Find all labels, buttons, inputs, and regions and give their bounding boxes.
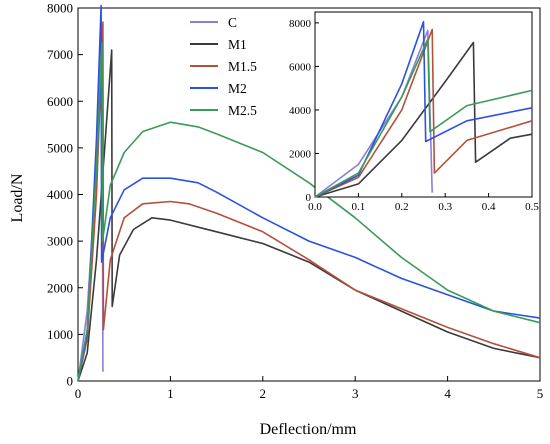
inset-y-tick-label: 0 (306, 192, 312, 204)
main-y-tick-label: 8000 (47, 1, 73, 16)
inset-x-ticks: 0.0 0.1 0.2 0.3 0.4 0.5 (308, 193, 539, 213)
inset-series-line-M1 (314, 41, 533, 198)
main-x-tick-label: 0 (75, 386, 82, 401)
legend-label-M1: M1 (228, 37, 247, 52)
main-y-tick-label: 4000 (47, 187, 73, 202)
inset-x-tick-label: 0.5 (525, 201, 539, 213)
main-y-tick-label: 7000 (47, 47, 73, 62)
inset-series-line-M2.5 (314, 38, 533, 198)
legend: C M1 M1.5 M2 M2.5 (190, 15, 257, 118)
legend-label-C: C (228, 15, 237, 30)
main-series-lines (77, 4, 541, 382)
inset-x-tick-label: 0.1 (352, 201, 366, 213)
inset-y-tick-label: 8000 (289, 18, 312, 30)
series-line-M2 (77, 4, 541, 382)
main-x-tick-label: 5 (537, 386, 544, 401)
inset-y-ticks: 0 2000 4000 6000 8000 (289, 18, 319, 204)
inset-series-line-M1.5 (314, 28, 533, 198)
inset-y-tick-label: 4000 (289, 105, 312, 117)
series-line-M1 (77, 49, 541, 382)
inset-series-line-M2 (314, 21, 533, 198)
inset-x-tick-label: 0.3 (438, 201, 452, 213)
inset-series-lines (314, 21, 533, 198)
main-y-tick-label: 5000 (47, 140, 73, 155)
main-y-tick-label: 2000 (47, 280, 73, 295)
inset-y-tick-label: 6000 (289, 61, 312, 73)
main-y-tick-label: 6000 (47, 94, 73, 109)
inset-x-tick-label: 0.4 (482, 201, 496, 213)
inset-plot-frame (314, 11, 533, 198)
main-x-tick-label: 2 (260, 386, 267, 401)
main-y-tick-label: 0 (67, 374, 74, 389)
main-y-ticks: 0 1000 2000 3000 4000 5000 6000 7000 8000 (47, 1, 83, 389)
main-x-tick-label: 1 (167, 386, 174, 401)
main-y-tick-label: 3000 (47, 234, 73, 249)
main-y-tick-label: 1000 (47, 327, 73, 342)
main-x-tick-label: 4 (444, 386, 451, 401)
y-axis-label: Load/N (9, 173, 26, 222)
legend-label-M2: M2 (228, 81, 247, 96)
legend-label-M2.5: M2.5 (228, 103, 257, 118)
inset-x-tick-label: 0.0 (308, 201, 322, 213)
inset-x-tick-label: 0.2 (395, 201, 409, 213)
inset-plot-area: 0.0 0.1 0.2 0.3 0.4 0.5 0 2000 4000 6000 8000 (289, 11, 539, 213)
inset-y-tick-label: 2000 (289, 148, 312, 160)
legend-label-M1.5: M1.5 (228, 59, 257, 74)
main-x-ticks: 0 1 2 3 4 5 (75, 376, 544, 401)
main-x-tick-label: 3 (352, 386, 359, 401)
x-axis-label: Deflection/mm (260, 421, 357, 438)
series-line-M2.5 (77, 42, 541, 382)
main-plot-area: 0 1 2 3 4 5 0 1000 2000 3000 4000 5000 6000 7000 8000 (47, 1, 543, 402)
